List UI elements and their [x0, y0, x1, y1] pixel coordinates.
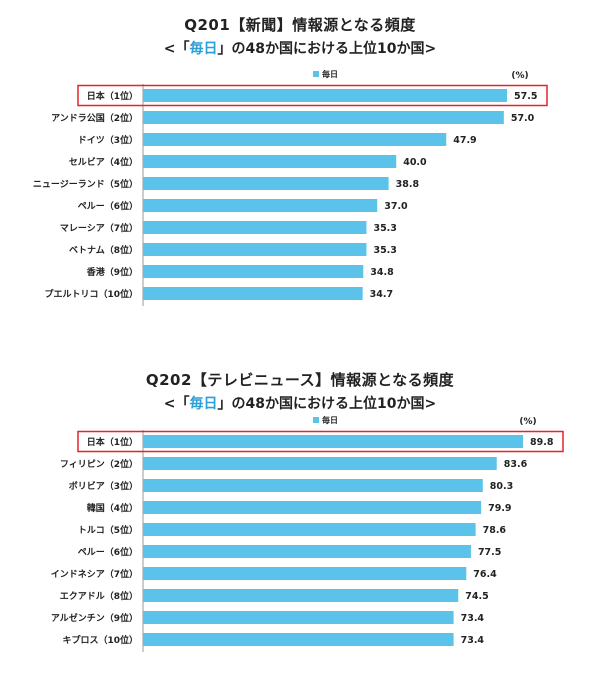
category-label: キプロス（10位） — [62, 634, 138, 646]
category-label: 香港（9位） — [86, 266, 138, 278]
chart-panel-tv-news: Q202【テレビニュース】情報源となる頻度 <「毎日」の48か国における上位10… — [0, 355, 600, 685]
bar — [143, 133, 447, 146]
bar — [143, 501, 482, 514]
value-label: 37.0 — [384, 201, 408, 212]
subtitle-accent: 毎日 — [189, 396, 218, 412]
category-label: セルビア（4位） — [69, 156, 138, 168]
value-label: 35.3 — [373, 245, 396, 256]
subtitle-suffix: 」の48か国における上位10か国> — [217, 41, 437, 57]
value-label: 89.8 — [530, 437, 554, 448]
category-label: 日本（1位） — [87, 436, 138, 448]
bar — [143, 479, 483, 492]
category-label: ドイツ（3位） — [78, 134, 138, 146]
highlight-box — [77, 84, 548, 107]
category-label: エクアドル（8位） — [60, 590, 138, 602]
legend: 毎日 — [313, 69, 338, 79]
highlight-box — [77, 430, 564, 453]
legend-swatch — [313, 71, 319, 77]
value-label: 73.4 — [461, 635, 485, 646]
bar — [143, 589, 459, 602]
bar — [143, 265, 364, 278]
category-label: ペルー（6位） — [78, 200, 138, 212]
value-label: 79.9 — [488, 503, 511, 514]
subtitle-accent: 毎日 — [189, 41, 218, 57]
bar — [143, 89, 507, 102]
bar-chart-tv-news: 毎日 (%) 日本（1位） 89.8 フィリピン（2位） 83.6 ボリビア（3位） 80.3… — [51, 415, 564, 652]
category-label: フィリピン（2位） — [60, 458, 138, 470]
subtitle-prefix: <「 — [163, 396, 190, 412]
bar — [143, 287, 363, 300]
value-label: 73.4 — [461, 613, 485, 624]
legend-label: 毎日 — [322, 69, 338, 79]
bar — [143, 155, 397, 168]
value-label: 57.5 — [514, 91, 537, 102]
value-label: 74.5 — [465, 591, 488, 602]
category-label: プエルトリコ（10位） — [44, 288, 138, 300]
category-label: マレーシア（7位） — [60, 222, 138, 234]
unit-label: (%) — [511, 71, 528, 81]
category-label: ペルー（6位） — [78, 546, 138, 558]
chart-title: Q201【新聞】情報源となる頻度 — [184, 16, 416, 34]
bar — [143, 243, 367, 256]
value-label: 76.4 — [473, 569, 497, 580]
chart-title: Q202【テレビニュース】情報源となる頻度 — [145, 371, 455, 389]
category-label: ベトナム（8位） — [69, 244, 138, 256]
bar-chart-newspaper: 毎日 (%) 日本（1位） 57.5 アンドラ公国（2位） 57.0 ドイツ（3位） 47.9… — [33, 69, 548, 306]
legend: 毎日 — [313, 415, 338, 425]
category-label: アルゼンチン（9位） — [51, 612, 138, 624]
value-label: 47.9 — [453, 135, 476, 146]
unit-label: (%) — [519, 417, 536, 427]
bar — [143, 111, 504, 124]
bar — [143, 199, 378, 212]
bar — [143, 567, 467, 580]
bar — [143, 177, 389, 190]
value-label: 83.6 — [504, 459, 528, 470]
bar — [143, 523, 476, 536]
category-label: アンドラ公国（2位） — [51, 112, 138, 124]
legend-swatch — [313, 417, 319, 423]
bar — [143, 611, 454, 624]
category-label: 韓国（4位） — [87, 502, 138, 514]
category-label: インドネシア（7位） — [51, 568, 138, 580]
subtitle-suffix: 」の48か国における上位10か国> — [217, 396, 437, 412]
chart-subtitle: <「毎日」の48か国における上位10か国> — [0, 393, 600, 413]
category-label: ニュージーランド（5位） — [33, 178, 138, 190]
value-label: 34.8 — [370, 267, 394, 278]
category-label: 日本（1位） — [87, 90, 138, 102]
category-label: ボリビア（3位） — [69, 480, 138, 492]
bar — [143, 633, 454, 646]
category-label: トルコ（5位） — [78, 524, 138, 536]
bar — [143, 457, 497, 470]
value-label: 80.3 — [490, 481, 513, 492]
chart-panel-newspaper: Q201【新聞】情報源となる頻度 <「毎日」の48か国における上位10か国> 毎… — [0, 0, 600, 330]
value-label: 40.0 — [403, 157, 427, 168]
value-label: 38.8 — [396, 179, 420, 190]
value-label: 77.5 — [478, 547, 501, 558]
bar — [143, 221, 367, 234]
value-label: 34.7 — [370, 289, 393, 300]
legend-label: 毎日 — [322, 415, 338, 425]
chart-subtitle: <「毎日」の48か国における上位10か国> — [0, 38, 600, 58]
value-label: 78.6 — [483, 525, 507, 536]
subtitle-prefix: <「 — [163, 41, 190, 57]
bar — [143, 435, 523, 448]
value-label: 57.0 — [511, 113, 535, 124]
bar — [143, 545, 471, 558]
value-label: 35.3 — [373, 223, 396, 234]
